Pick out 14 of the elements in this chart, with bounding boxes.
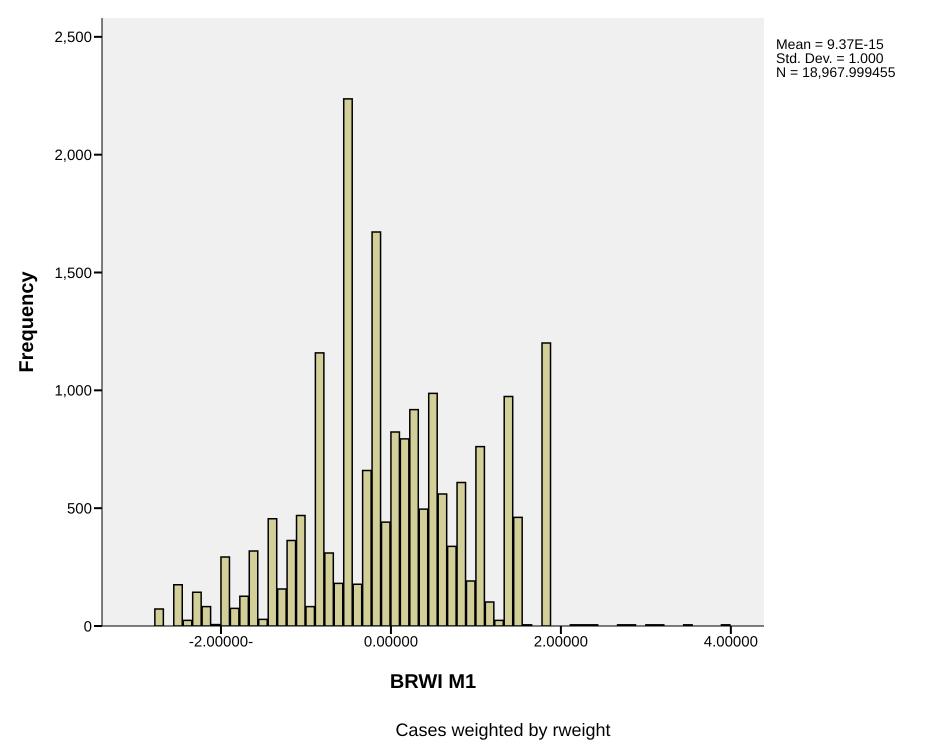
y-axis-title: Frequency bbox=[16, 270, 38, 373]
x-tick-label: 0.00000 bbox=[364, 634, 418, 651]
y-tick-label: 2,500 bbox=[54, 29, 92, 46]
y-tick-label: 1,000 bbox=[54, 382, 92, 400]
x-tick-label: 2.00000 bbox=[534, 634, 588, 651]
y-tick-label: 1,500 bbox=[54, 264, 92, 282]
x-tick-label: -2.00000- bbox=[188, 634, 254, 651]
y-tick-label: 0 bbox=[84, 618, 92, 636]
y-tick-label: 500 bbox=[66, 500, 92, 518]
text: Mean = 9.37E-15 Std. Dev. = 1.000 N = 18,967.999455 bbox=[776, 36, 896, 80]
y-tick-label: 2,000 bbox=[54, 147, 92, 164]
text: Cases weighted by rweight bbox=[394, 720, 612, 741]
x-tick-label: 4.00000 bbox=[704, 634, 758, 651]
x-axis-title: BRWI M1 bbox=[390, 671, 476, 693]
